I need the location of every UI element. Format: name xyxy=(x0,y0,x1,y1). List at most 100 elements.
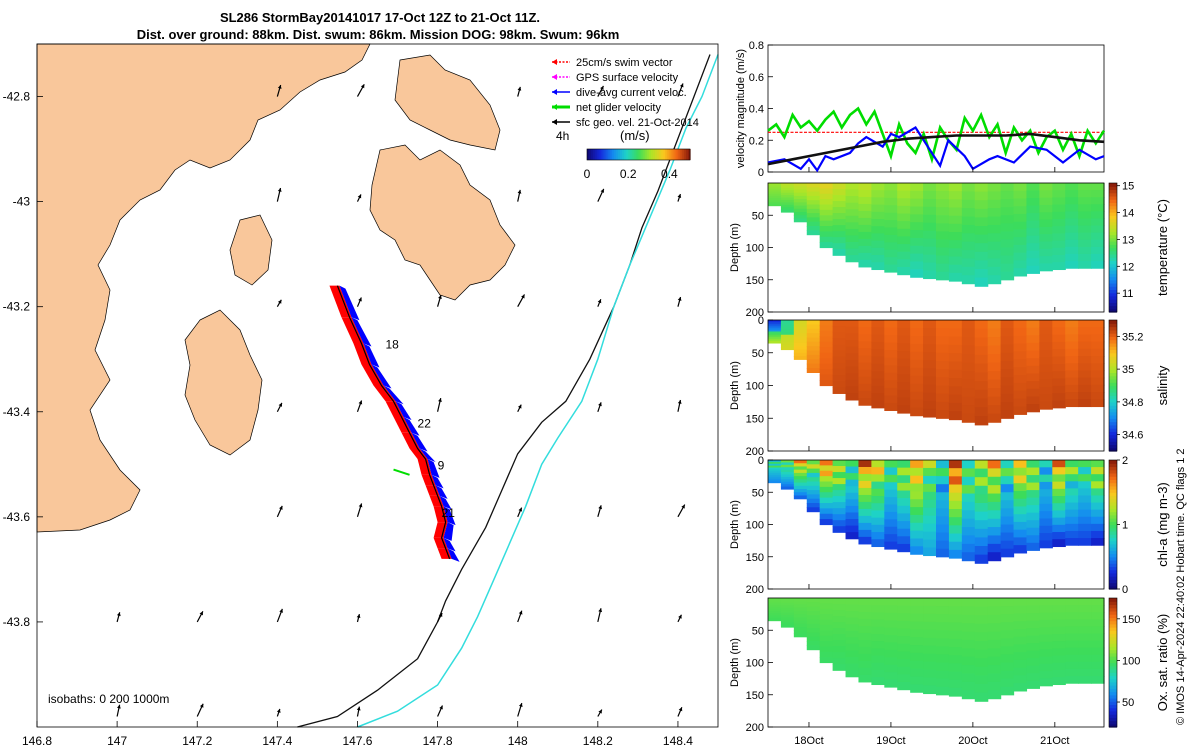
chla-colorbar-segment xyxy=(1109,559,1117,564)
chla-cell xyxy=(1078,495,1092,504)
temperature-cell xyxy=(1026,235,1040,244)
salinity-cell xyxy=(987,379,1002,389)
oxygen-cell xyxy=(1091,619,1105,627)
chla-colorbar-segment xyxy=(1109,579,1117,584)
salinity-cell xyxy=(1091,341,1105,350)
chla-cell xyxy=(858,466,872,475)
temperature-colorbar-segment xyxy=(1109,231,1117,236)
chla-cell xyxy=(858,501,872,510)
temperature-cell xyxy=(1026,265,1040,274)
chla-cell xyxy=(1026,535,1040,544)
temperature-cell xyxy=(793,202,808,207)
geo-velocity-arrowhead xyxy=(438,295,442,300)
chla-cell xyxy=(1039,467,1053,476)
chla-cell xyxy=(923,460,937,469)
salinity-cell xyxy=(871,327,885,336)
oxygen-cell xyxy=(1091,605,1105,613)
chla-cell xyxy=(923,507,937,517)
salinity-cell xyxy=(897,382,911,391)
salinity-cell xyxy=(897,327,911,337)
temperature-cell xyxy=(948,240,963,249)
temperature-cell xyxy=(819,204,834,211)
salinity-cell xyxy=(1026,365,1040,375)
chla-cell xyxy=(871,524,885,533)
time-axis: 18Oct 19Oct 20Oct 21Oct xyxy=(794,735,1069,747)
salinity-cell xyxy=(780,324,795,328)
temperature-cell xyxy=(871,262,885,271)
oxygen-cell xyxy=(871,670,885,678)
oxygen-cell xyxy=(819,619,834,626)
salinity-cell xyxy=(884,350,898,359)
chla-colorbar-segment xyxy=(1109,508,1117,513)
chla-cell xyxy=(1013,483,1028,492)
oxygen-cell xyxy=(961,623,976,633)
chla-cell xyxy=(923,491,937,501)
current-vector-band xyxy=(419,448,436,463)
chla-cell xyxy=(819,492,834,499)
oxygen-colorbar-segment xyxy=(1109,598,1117,602)
temperature-cell xyxy=(1091,211,1105,220)
temperature-colorbar-segment xyxy=(1109,218,1117,223)
salinity-cell xyxy=(780,327,795,331)
chla-cell xyxy=(1000,540,1015,550)
temperature-colorbar-segment xyxy=(1109,237,1117,242)
salinity-cell xyxy=(768,331,782,334)
temperature-cell xyxy=(897,266,911,276)
temperature-cell xyxy=(884,220,898,229)
chla-colorbar-segment xyxy=(1109,489,1117,493)
oxygen-cell xyxy=(1013,667,1028,676)
oxygen-cell xyxy=(1052,619,1066,628)
salinity-cell xyxy=(845,333,860,341)
chla-cell xyxy=(858,460,872,468)
temperature-cell xyxy=(1052,247,1066,256)
salinity-cell xyxy=(768,333,782,336)
current-vector-band xyxy=(403,417,420,436)
temperature-cell xyxy=(987,208,1002,218)
temperature-cell xyxy=(1065,246,1079,255)
temperature-cell xyxy=(845,215,860,223)
geo-velocity-arrowhead xyxy=(518,507,523,512)
oxygen-cell xyxy=(948,647,963,656)
chla-cell xyxy=(780,472,795,476)
chla-cell xyxy=(1026,505,1040,514)
temperature-cell xyxy=(884,197,898,206)
oxygen-cell xyxy=(1026,650,1040,659)
temperature-cell xyxy=(1000,223,1015,232)
temperature-cell xyxy=(858,183,872,191)
chla-cell xyxy=(1091,509,1105,518)
oxygen-cell xyxy=(1000,606,1015,615)
temperature-cell xyxy=(884,249,898,258)
oxygen-cell xyxy=(806,598,821,603)
oxygen-colorbar-segment xyxy=(1109,649,1117,654)
geo-velocity-arrowhead xyxy=(116,612,121,617)
geo-velocity-arrowhead xyxy=(199,703,204,708)
colorbar-segment xyxy=(650,149,654,160)
temperature-cell xyxy=(1000,263,1015,273)
chla-cell xyxy=(1052,539,1066,548)
temperature-cell xyxy=(884,227,898,236)
temperature-cell xyxy=(768,192,782,195)
geo-velocity-arrowhead xyxy=(598,709,602,714)
oxygen-cell xyxy=(1052,655,1066,664)
chla-cell xyxy=(974,477,989,487)
temperature-cell xyxy=(961,191,976,201)
temperature-cell xyxy=(832,225,847,232)
current-vector-band xyxy=(427,459,440,478)
temperature-cell xyxy=(806,221,821,227)
oxygen-colorbar-segment xyxy=(1109,601,1117,606)
oxygen-cell xyxy=(780,614,795,618)
chla-cell xyxy=(871,467,885,476)
oxygen-cell xyxy=(780,617,795,621)
chla-cell xyxy=(1052,517,1066,526)
salinity-cell xyxy=(871,334,885,343)
oxygen-cell xyxy=(974,641,989,651)
temperature-cell xyxy=(768,190,782,194)
chla-cell xyxy=(936,492,950,501)
salinity-cell xyxy=(1039,357,1053,366)
salinity-cell xyxy=(897,320,911,329)
oxygen-cell xyxy=(961,656,976,666)
salinity-colorbar-segment xyxy=(1109,385,1117,390)
oxygen-colorbar-segment xyxy=(1109,662,1117,667)
oxygen-colorbar-segment xyxy=(1109,639,1117,644)
